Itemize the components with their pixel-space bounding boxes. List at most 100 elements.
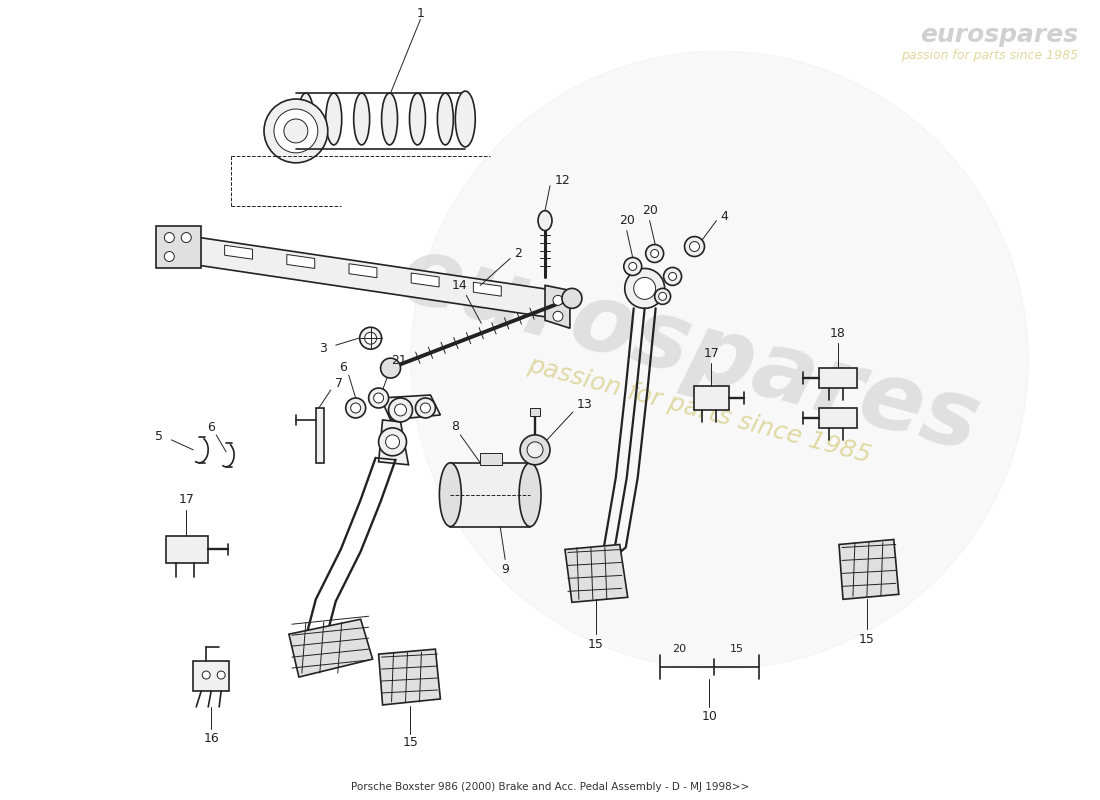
Text: 3: 3 <box>319 342 327 354</box>
Circle shape <box>164 233 174 242</box>
Polygon shape <box>289 619 373 677</box>
Text: 7: 7 <box>334 377 343 390</box>
Circle shape <box>217 671 226 679</box>
Polygon shape <box>378 420 408 465</box>
Text: 17: 17 <box>178 493 195 506</box>
Ellipse shape <box>326 93 342 145</box>
Circle shape <box>374 393 384 403</box>
Circle shape <box>345 398 365 418</box>
Circle shape <box>182 233 191 242</box>
Polygon shape <box>381 395 440 420</box>
Polygon shape <box>166 233 556 318</box>
Polygon shape <box>378 649 440 705</box>
Polygon shape <box>565 545 628 602</box>
Polygon shape <box>411 273 439 287</box>
Circle shape <box>264 99 328 163</box>
Circle shape <box>351 403 361 413</box>
Circle shape <box>520 435 550 465</box>
Circle shape <box>378 428 407 456</box>
Circle shape <box>654 288 671 304</box>
Text: 20: 20 <box>641 204 658 217</box>
Text: 2: 2 <box>514 247 522 260</box>
Circle shape <box>553 295 563 306</box>
Ellipse shape <box>455 91 475 147</box>
Circle shape <box>386 435 399 449</box>
Circle shape <box>562 288 582 308</box>
Circle shape <box>684 237 704 257</box>
Circle shape <box>527 442 543 458</box>
Bar <box>481 453 503 465</box>
Circle shape <box>629 262 637 270</box>
Polygon shape <box>473 282 502 296</box>
Circle shape <box>164 251 174 262</box>
Bar <box>694 386 729 410</box>
Text: 21: 21 <box>390 354 406 366</box>
Text: passion for parts since 1985: passion for parts since 1985 <box>525 353 873 467</box>
Text: 5: 5 <box>155 430 164 443</box>
Polygon shape <box>287 254 315 269</box>
Ellipse shape <box>439 462 461 526</box>
Text: passion for parts since 1985: passion for parts since 1985 <box>901 50 1078 62</box>
Circle shape <box>690 242 700 251</box>
Text: 8: 8 <box>451 421 460 434</box>
Ellipse shape <box>538 210 552 230</box>
Text: 12: 12 <box>556 174 571 187</box>
Polygon shape <box>224 246 253 259</box>
Bar <box>450 462 530 526</box>
Circle shape <box>416 398 436 418</box>
Bar <box>194 661 229 691</box>
Text: 16: 16 <box>204 732 219 746</box>
Polygon shape <box>349 264 377 278</box>
Ellipse shape <box>409 93 426 145</box>
Circle shape <box>646 245 663 262</box>
Text: 6: 6 <box>207 422 216 434</box>
Circle shape <box>659 292 667 300</box>
Text: 4: 4 <box>720 210 728 223</box>
Text: Porsche Boxster 986 (2000) Brake and Acc. Pedal Assembly - D - MJ 1998>>: Porsche Boxster 986 (2000) Brake and Acc… <box>351 782 749 792</box>
Polygon shape <box>156 226 201 269</box>
Text: 15: 15 <box>403 736 418 750</box>
Polygon shape <box>544 286 570 328</box>
Text: eurospares: eurospares <box>389 229 990 472</box>
Bar <box>530 408 540 416</box>
Text: eurospares: eurospares <box>920 23 1078 47</box>
Text: 15: 15 <box>859 633 874 646</box>
Circle shape <box>284 119 308 143</box>
Circle shape <box>274 109 318 153</box>
Text: 6: 6 <box>339 361 346 374</box>
Circle shape <box>634 278 656 299</box>
Text: 18: 18 <box>830 326 846 340</box>
Circle shape <box>364 332 376 344</box>
Text: 20: 20 <box>619 214 635 227</box>
Text: 13: 13 <box>578 398 593 411</box>
Ellipse shape <box>298 93 314 145</box>
Ellipse shape <box>382 93 397 145</box>
Circle shape <box>663 267 682 286</box>
Bar <box>166 535 208 563</box>
Circle shape <box>625 269 664 308</box>
Text: 9: 9 <box>502 563 509 576</box>
Bar <box>316 408 323 462</box>
Text: 15: 15 <box>729 644 744 654</box>
Circle shape <box>650 250 659 258</box>
Circle shape <box>410 51 1028 669</box>
Text: 15: 15 <box>587 638 604 650</box>
Circle shape <box>381 358 400 378</box>
Circle shape <box>388 398 412 422</box>
Circle shape <box>669 273 676 281</box>
Circle shape <box>395 404 407 416</box>
Circle shape <box>553 311 563 322</box>
Ellipse shape <box>438 93 453 145</box>
Circle shape <box>360 327 382 349</box>
Text: 14: 14 <box>451 279 468 292</box>
Polygon shape <box>839 539 899 599</box>
Circle shape <box>202 671 210 679</box>
Text: 20: 20 <box>672 644 686 654</box>
Ellipse shape <box>519 462 541 526</box>
Circle shape <box>420 403 430 413</box>
Ellipse shape <box>354 93 370 145</box>
Circle shape <box>368 388 388 408</box>
Text: 1: 1 <box>417 7 425 20</box>
Bar <box>820 368 857 388</box>
Bar <box>820 408 857 428</box>
